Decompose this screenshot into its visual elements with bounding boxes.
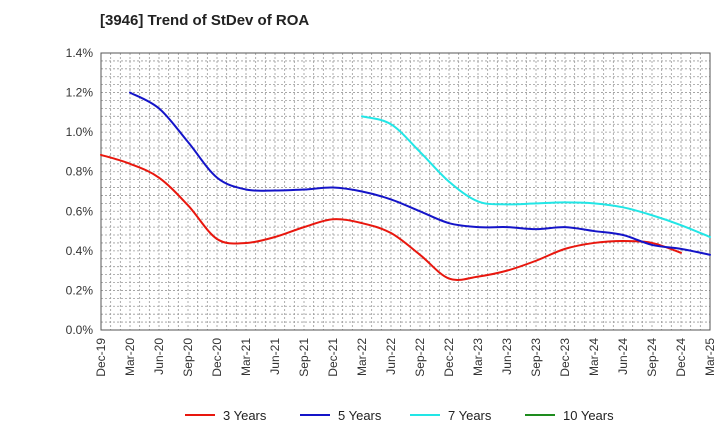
x-tick-label: Dec-23 <box>558 338 572 377</box>
x-tick-label: Mar-20 <box>123 338 137 376</box>
x-tick-label: Dec-24 <box>674 338 688 377</box>
plot-background <box>101 53 710 330</box>
x-tick-label: Jun-21 <box>268 338 282 375</box>
y-tick-label: 1.4% <box>66 46 94 60</box>
legend-label-10-years: 10 Years <box>563 408 614 423</box>
y-tick-label: 0.6% <box>66 204 94 218</box>
y-tick-label: 0.2% <box>66 283 94 297</box>
x-tick-label: Sep-20 <box>181 338 195 377</box>
x-tick-label: Mar-23 <box>471 338 485 376</box>
x-tick-label: Jun-24 <box>616 338 630 375</box>
series-line-7-years <box>361 115 711 239</box>
x-tick-label: Jun-22 <box>384 338 398 375</box>
plot-border <box>100 52 711 331</box>
x-tick-label: Sep-21 <box>297 338 311 377</box>
y-tick-label: 0.0% <box>66 323 94 337</box>
x-tick-label: Dec-19 <box>94 338 108 377</box>
x-tick-label: Mar-25 <box>703 338 717 376</box>
x-tick-label: Sep-24 <box>645 338 659 377</box>
series-line-3-years <box>100 153 682 281</box>
x-tick-label: Sep-23 <box>529 338 543 377</box>
x-tick-label: Dec-22 <box>442 338 456 377</box>
y-tick-label: 0.8% <box>66 165 94 179</box>
x-tick-label: Mar-22 <box>355 338 369 376</box>
x-tick-label: Mar-21 <box>239 338 253 376</box>
chart-title: [3946] Trend of StDev of ROA <box>100 12 310 29</box>
legend-label-5-years: 5 Years <box>338 408 382 423</box>
x-tick-label: Mar-24 <box>587 338 601 376</box>
x-tick-label: Dec-20 <box>210 338 224 377</box>
x-tick-label: Dec-21 <box>326 338 340 377</box>
y-tick-label: 1.2% <box>66 86 94 100</box>
x-tick-label: Jun-23 <box>500 338 514 375</box>
series-line-5-years <box>129 91 711 256</box>
y-tick-label: 1.0% <box>66 125 94 139</box>
x-tick-label: Jun-20 <box>152 338 166 375</box>
y-tick-label: 0.4% <box>66 244 94 258</box>
x-tick-label: Sep-22 <box>413 338 427 377</box>
legend-label-7-years: 7 Years <box>448 408 492 423</box>
legend-label-3-years: 3 Years <box>223 408 267 423</box>
